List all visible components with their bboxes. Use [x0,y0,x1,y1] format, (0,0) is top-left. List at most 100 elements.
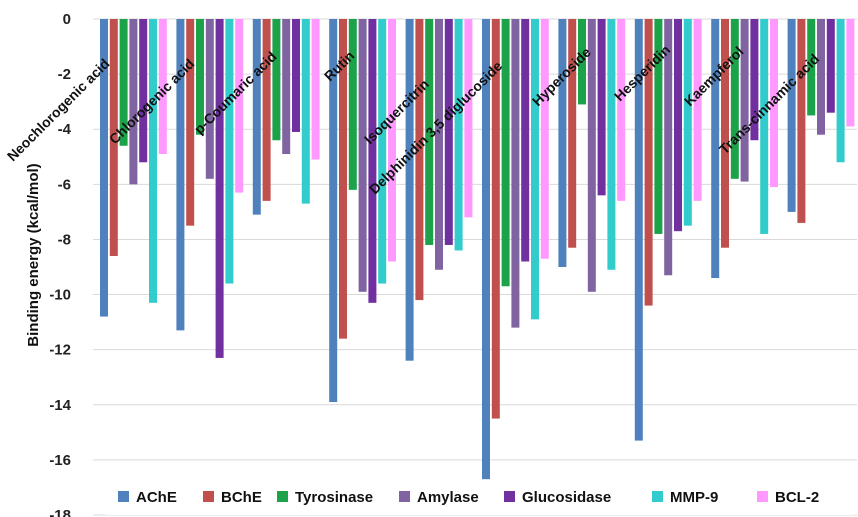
bar-tyrosinase [501,19,510,287]
bar-tyrosinase [272,19,281,141]
bar-amylase [511,19,520,328]
bar-amylase [435,19,443,270]
bar-amylase [129,19,138,185]
bar-amylase [664,19,673,276]
legend-background [105,480,855,515]
bar-tyrosinase [730,19,739,179]
bar-tyrosinase [425,19,434,245]
bar-ache [329,19,338,403]
bar-bcl-2 [617,19,626,201]
bar-tyrosinase [119,19,128,146]
y-tick-label: -8 [58,231,71,248]
legend-label: Tyrosinase [295,489,373,506]
y-tick-label: -16 [49,452,71,469]
bar-bcl-2 [693,19,702,201]
bar-mmp-9 [225,19,234,284]
bar-bcl-2 [311,19,320,160]
bar-ache [405,19,414,361]
legend-swatch [118,491,129,502]
legend-swatch [757,491,768,502]
bar-bcl-2 [388,19,396,262]
bar-bche [721,19,729,248]
bar-amylase [282,19,291,155]
bar-tyrosinase [348,19,357,190]
legend-label: MMP-9 [670,489,718,506]
bar-glucosidase [368,19,377,303]
bar-mmp-9 [836,19,845,163]
legend-label: Amylase [417,489,479,506]
bar-bcl-2 [464,19,473,218]
bar-bcl-2 [846,19,855,127]
bar-amylase [587,19,596,292]
legend-label: BChE [221,489,262,506]
y-tick-label: -18 [49,507,71,517]
legend: AChE BChE Tyrosinase Amylase Glucosidase MMP-… [118,489,819,506]
bar-bche [415,19,424,301]
bars [100,19,855,480]
y-tick-label: -14 [49,397,71,414]
bar-amylase [817,19,825,135]
bar-amylase [205,19,214,179]
bar-mmp-9 [149,19,157,303]
bar-glucosidase [215,19,224,358]
y-axis-label: Binding energy (kcal/mol) [25,163,42,346]
bar-ache [634,19,643,441]
legend-swatch [504,491,515,502]
bar-glucosidase [444,19,453,245]
y-tick-label: -2 [58,66,71,83]
bar-bche [262,19,271,201]
bar-amylase [358,19,367,292]
bar-ache [711,19,720,279]
bar-mmp-9 [301,19,310,204]
bar-ache [787,19,796,212]
bar-bche [109,19,118,256]
bar-mmp-9 [378,19,387,284]
bar-glucosidase [139,19,148,163]
bar-ache [252,19,261,215]
bar-mmp-9 [531,19,539,320]
bar-tyrosinase [196,19,204,135]
bar-bche [186,19,195,226]
legend-swatch [652,491,663,502]
bar-ache [482,19,490,480]
y-axis-ticks: 0 -2 -4 -6 -8 -10 -12 -14 -16 -18 [49,11,71,517]
bar-mmp-9 [683,19,692,226]
y-tick-label: -12 [49,342,71,359]
bar-glucosidase [826,19,835,113]
y-tick-label: -10 [49,287,71,304]
y-tick-label: -4 [58,121,72,138]
bar-tyrosinase [578,19,586,105]
bar-bche [797,19,806,223]
bar-bcl-2 [235,19,244,193]
bar-bcl-2 [540,19,549,259]
bar-ache [100,19,108,317]
bar-mmp-9 [454,19,463,251]
y-tick-label: 0 [63,11,71,28]
bar-glucosidase [750,19,759,141]
legend-swatch [203,491,214,502]
legend-swatch [277,491,288,502]
bar-ache [176,19,185,331]
legend-swatch [399,491,410,502]
bar-glucosidase [292,19,300,132]
bar-amylase [740,19,749,182]
legend-label: AChE [136,489,177,506]
bar-mmp-9 [607,19,616,270]
bar-bche [568,19,577,248]
bar-bche [644,19,653,306]
bar-glucosidase [521,19,530,262]
bar-bche [339,19,347,339]
bar-mmp-9 [760,19,769,234]
legend-label: BCL-2 [775,489,819,506]
bar-ache [558,19,567,267]
y-tick-label: -6 [58,176,71,193]
bar-bcl-2 [770,19,778,188]
bar-tyrosinase [807,19,816,116]
bar-glucosidase [674,19,682,232]
bar-bche [491,19,500,419]
bar-tyrosinase [654,19,663,234]
bar-bcl-2 [158,19,167,155]
legend-label: Glucosidase [522,489,611,506]
bar-glucosidase [597,19,606,196]
